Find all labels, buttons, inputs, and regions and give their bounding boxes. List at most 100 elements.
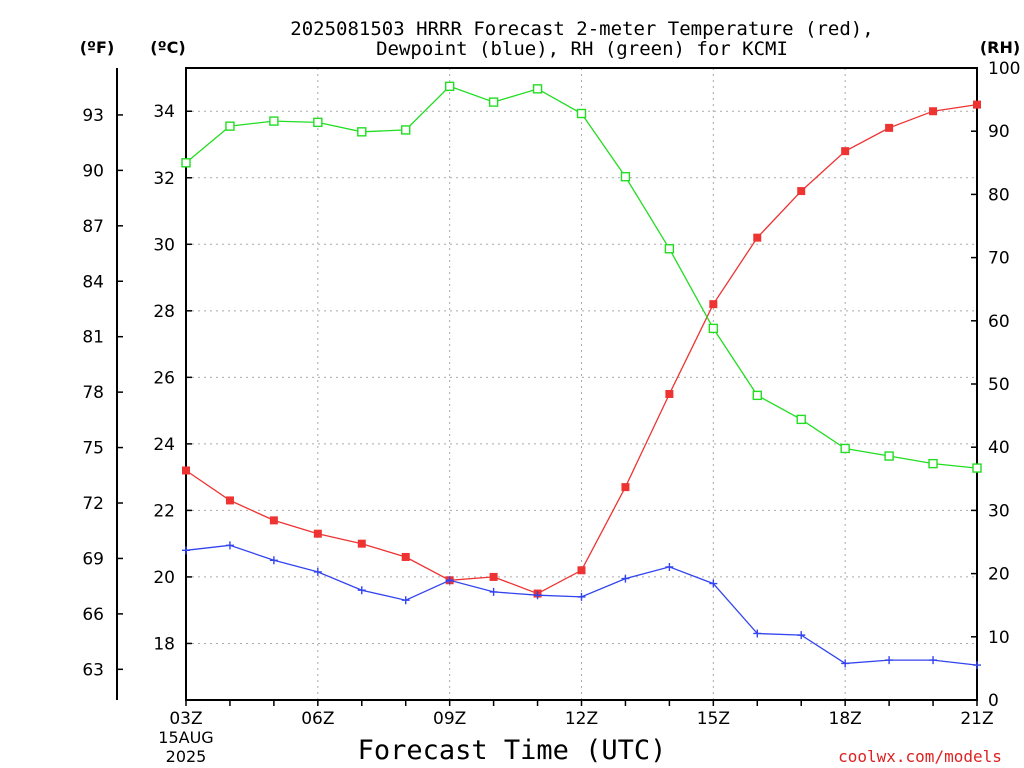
rh-tick-label: 60	[988, 312, 1010, 332]
fahrenheit-tick-label: 69	[82, 549, 104, 569]
data-point-marker	[973, 100, 981, 109]
celsius-tick-label: 34	[153, 102, 175, 122]
credit-text: coolwx.com/models	[838, 747, 1002, 766]
x-tick-label: 06Z	[301, 709, 334, 729]
rh-tick-label: 10	[988, 628, 1010, 648]
rh-tick-label: 30	[988, 501, 1010, 521]
data-point-marker	[225, 496, 234, 505]
fahrenheit-tick-label: 93	[82, 106, 104, 126]
data-point-marker	[621, 483, 630, 492]
rh-tick-label: 100	[988, 59, 1020, 79]
data-point-marker	[708, 323, 719, 334]
rh-unit-label: (RH)	[980, 38, 1020, 57]
rh-tick-label: 0	[988, 691, 999, 711]
data-point-marker	[885, 123, 894, 132]
data-point-marker	[532, 84, 543, 94]
x-tick-label: 15Z	[697, 709, 730, 729]
data-point-marker	[357, 127, 367, 137]
celsius-tick-label: 20	[153, 568, 175, 588]
data-point-marker	[928, 458, 938, 469]
data-point-marker	[972, 463, 982, 473]
data-point-marker	[489, 572, 498, 581]
data-point-marker	[665, 389, 674, 398]
data-point-marker	[444, 81, 455, 92]
celsius-tick-label: 28	[153, 302, 175, 322]
data-point-marker	[709, 300, 718, 309]
celsius-tick-label: 24	[153, 435, 175, 455]
x-tick-label: 03Z	[169, 709, 202, 729]
data-point-marker	[885, 656, 894, 665]
data-point-marker	[225, 121, 235, 131]
data-point-marker	[181, 158, 191, 168]
x-tick-label: 12Z	[565, 709, 598, 729]
plot-frame	[185, 67, 978, 701]
data-point-marker	[269, 556, 278, 565]
data-point-marker	[401, 596, 410, 605]
celsius-tick-label: 26	[153, 368, 175, 388]
data-point-marker	[225, 541, 234, 550]
data-point-marker	[797, 631, 806, 640]
data-point-marker	[488, 97, 499, 107]
data-point-marker	[269, 516, 278, 525]
data-point-marker	[753, 233, 762, 242]
rh-tick-label: 40	[988, 438, 1010, 458]
data-point-marker	[753, 629, 762, 638]
data-point-marker	[929, 656, 938, 665]
data-point-marker	[577, 566, 586, 575]
data-point-marker	[489, 587, 498, 596]
data-point-marker	[577, 592, 586, 601]
rh-tick-label: 80	[988, 185, 1010, 205]
fahrenheit-tick-label: 87	[82, 217, 104, 237]
fahrenheit-tick-label: 78	[82, 383, 104, 403]
axes-layer: 63 66 69 72 75 78 81 84 87 90 93 18 20 22 24 26 28 30 32 34…	[82, 59, 1020, 729]
data-point-marker	[884, 451, 894, 461]
data-point-marker	[445, 576, 454, 585]
grid-layer	[186, 68, 977, 700]
date-label-day: 15AUG	[158, 728, 213, 747]
fahrenheit-tick-label: 81	[82, 328, 104, 348]
series-dewpoint	[182, 541, 981, 670]
date-label-year: 2025	[166, 747, 207, 766]
data-point-marker	[576, 108, 587, 119]
data-point-marker	[929, 107, 938, 116]
celsius-tick-label: 30	[153, 235, 175, 255]
rh-tick-label: 50	[988, 375, 1010, 395]
chart-title-line-1: 2025081503 HRRR Forecast 2-meter Tempera…	[290, 18, 873, 40]
data-point-marker	[621, 574, 630, 583]
x-tick-label: 09Z	[433, 709, 466, 729]
data-point-marker	[973, 661, 981, 670]
data-point-marker	[664, 244, 675, 254]
data-point-marker	[357, 539, 366, 548]
series-layer	[181, 81, 982, 670]
data-point-marker	[709, 579, 718, 588]
x-tick-label: 21Z	[960, 709, 993, 729]
data-point-marker	[665, 562, 674, 571]
fahrenheit-tick-label: 63	[82, 660, 104, 680]
data-point-marker	[313, 117, 323, 128]
celsius-tick-label: 18	[153, 634, 175, 654]
data-point-marker	[357, 586, 366, 595]
data-point-marker	[401, 125, 411, 135]
data-point-marker	[841, 659, 850, 668]
rh-tick-label: 90	[988, 122, 1010, 142]
fahrenheit-tick-label: 66	[82, 605, 104, 625]
data-point-marker	[796, 414, 806, 425]
data-point-marker	[752, 390, 762, 401]
data-point-marker	[533, 591, 542, 600]
data-point-marker	[797, 187, 806, 196]
x-axis-title: Forecast Time (UTC)	[358, 735, 667, 766]
data-point-marker	[182, 466, 190, 475]
fahrenheit-tick-label: 84	[82, 272, 104, 292]
series-rh	[181, 81, 982, 473]
data-point-marker	[840, 443, 850, 454]
rh-tick-label: 70	[988, 249, 1010, 269]
data-point-marker	[620, 172, 631, 182]
chart-title-line-2: Dewpoint (blue), RH (green) for KCMI	[376, 38, 788, 60]
data-point-marker	[313, 529, 322, 538]
fahrenheit-tick-label: 72	[82, 494, 104, 514]
x-tick-label: 18Z	[829, 709, 862, 729]
celsius-unit-label: (ºC)	[150, 38, 185, 57]
rh-tick-label: 20	[988, 565, 1010, 585]
celsius-tick-label: 22	[153, 501, 175, 521]
